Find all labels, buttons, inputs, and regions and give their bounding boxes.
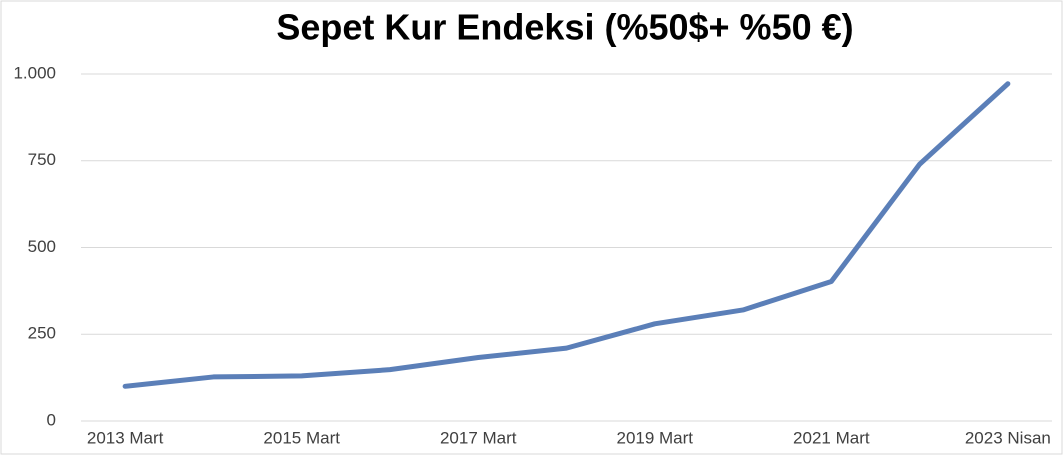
y-tick-label: 500: [28, 237, 56, 256]
x-tick-label: 2017 Mart: [440, 428, 517, 447]
chart-title: Sepet Kur Endeksi (%50$+ %50 €): [276, 7, 853, 48]
y-tick-label: 250: [28, 324, 56, 343]
y-tick-label: 750: [28, 150, 56, 169]
x-tick-label: 2023 Nisan: [965, 428, 1051, 447]
x-tick-label: 2015 Mart: [263, 428, 340, 447]
x-tick-label: 2021 Mart: [793, 428, 870, 447]
y-tick-label: 0: [47, 410, 56, 429]
x-tick-label: 2019 Mart: [616, 428, 693, 447]
line-series: [122, 81, 1011, 389]
x-tick-label: 2013 Mart: [87, 428, 164, 447]
y-tick-label: 1.000: [13, 63, 56, 82]
